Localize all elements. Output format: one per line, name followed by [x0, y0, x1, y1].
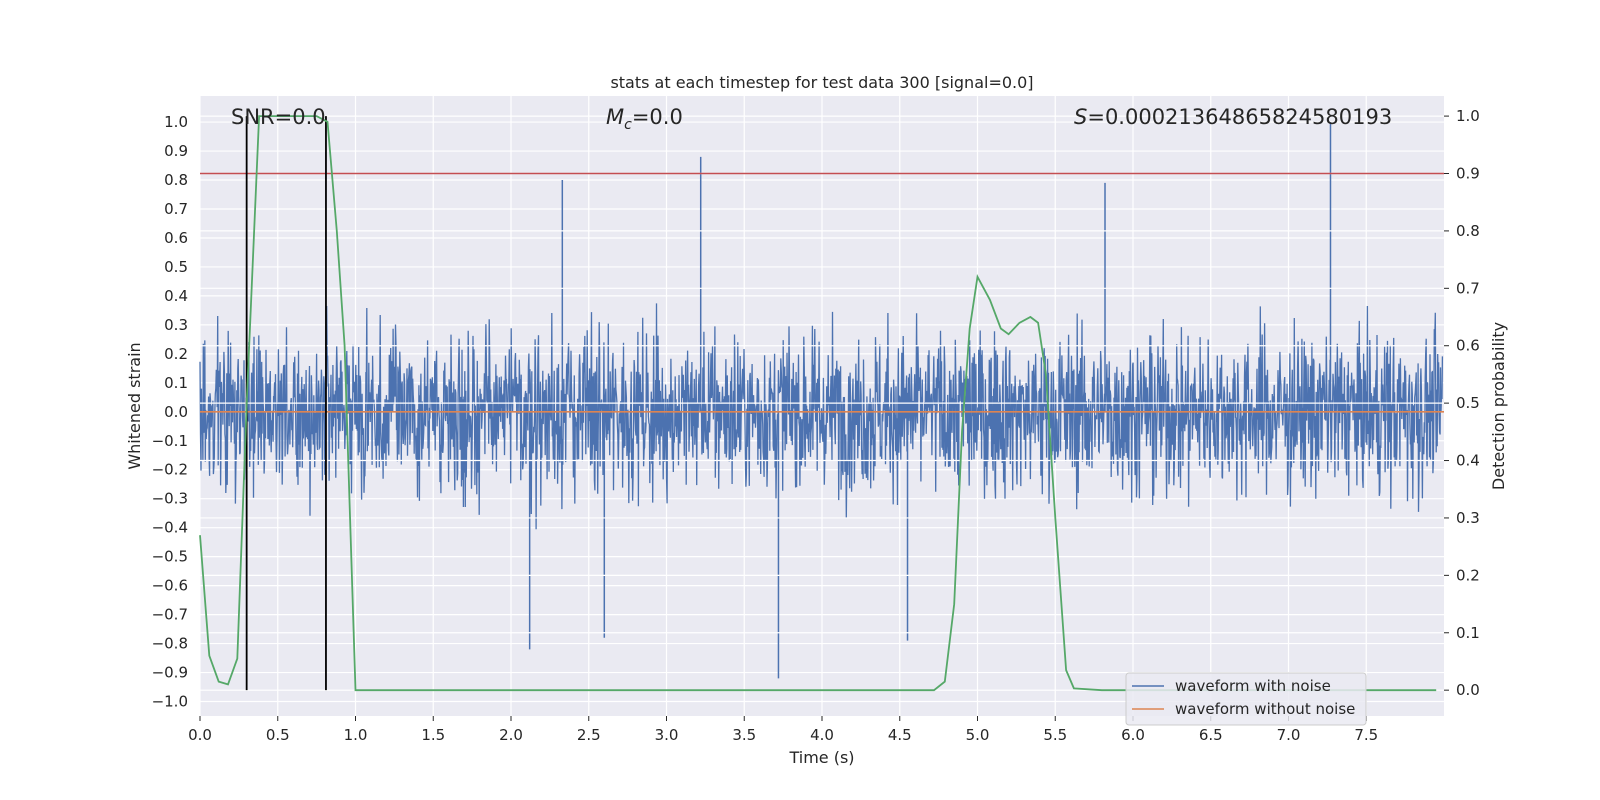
x-tick-label: 2.0 [499, 726, 523, 744]
x-tick-label: 5.5 [1043, 726, 1067, 744]
y-tick-label: 0.7 [164, 200, 188, 218]
legend-label-noisy: waveform with noise [1175, 677, 1331, 695]
y-tick-label: −0.8 [152, 635, 188, 653]
y2-axis-label: Detection probability [1489, 322, 1508, 490]
y2-tick-label: 0.9 [1456, 165, 1480, 183]
x-tick-label: 6.5 [1199, 726, 1223, 744]
x-tick-label: 3.0 [655, 726, 679, 744]
x-tick-label: 0.0 [188, 726, 212, 744]
s-statistic-value: =0.00021364865824580193 [1087, 105, 1392, 129]
noisy-waveform-series [199, 122, 1444, 679]
y-tick-label: 0.9 [164, 142, 188, 160]
s-statistic-symbol: S [1074, 105, 1087, 129]
y-tick-label: −0.6 [152, 577, 188, 595]
overlay-lines [199, 115, 1444, 692]
chirp-mass-annotation: Mc=0.0 [606, 105, 683, 133]
x-axis-label: Time (s) [788, 748, 854, 767]
y2-tick-label: 0.6 [1456, 337, 1480, 355]
y-tick-label: 0.0 [164, 403, 188, 421]
y-axis-right: 0.0 0.1 0.2 0.3 0.4 0.5 0.6 0.7 0.8 0.9 1.0 [1444, 107, 1480, 699]
legend-box [1125, 672, 1367, 726]
y-tick-label: 0.5 [164, 258, 188, 276]
legend-label-clean: waveform without noise [1175, 700, 1355, 718]
chart-title: stats at each timestep for test data 300… [610, 73, 1033, 92]
y-tick-label: −1.0 [152, 693, 188, 711]
x-tick-label: 0.5 [266, 726, 290, 744]
y2-tick-label: 0.3 [1456, 509, 1480, 527]
x-tick-label: 7.5 [1354, 726, 1378, 744]
x-tick-label: 6.0 [1121, 726, 1145, 744]
y-axis-label: Whitened strain [125, 342, 144, 469]
y-tick-label: 0.4 [164, 287, 188, 305]
x-axis: 0.0 0.5 1.0 1.5 2.0 2.5 3.0 3.5 4.0 4.5 5.0 5.5 6.0 6… [188, 716, 1378, 744]
y-tick-label: 0.2 [164, 345, 188, 363]
y2-tick-label: 0.1 [1456, 624, 1480, 642]
y2-tick-label: 0.0 [1456, 681, 1480, 699]
y2-tick-label: 0.4 [1456, 452, 1480, 470]
chirp-mass-subscript: c [624, 117, 632, 133]
x-tick-label: 4.0 [810, 726, 834, 744]
detection-probability-line [199, 115, 1437, 692]
y-tick-label: −0.2 [152, 461, 188, 479]
y-tick-label: 1.0 [164, 113, 188, 131]
snr-annotation: SNR=0.0 [231, 105, 326, 129]
s-statistic-annotation: S=0.00021364865824580193 [1074, 105, 1392, 129]
x-tick-label: 1.5 [421, 726, 445, 744]
y-tick-label: 0.8 [164, 171, 188, 189]
x-tick-label: 5.0 [966, 726, 990, 744]
y2-tick-label: 1.0 [1456, 107, 1480, 125]
y-tick-label: 0.3 [164, 316, 188, 334]
y2-tick-label: 0.5 [1456, 394, 1480, 412]
y2-tick-label: 0.7 [1456, 279, 1480, 297]
x-tick-label: 1.0 [344, 726, 368, 744]
chirp-mass-value: =0.0 [632, 105, 683, 129]
x-tick-label: 7.0 [1277, 726, 1301, 744]
y2-tick-label: 0.2 [1456, 566, 1480, 584]
y-tick-label: −0.5 [152, 548, 188, 566]
noisy-waveform-line [199, 303, 1444, 530]
x-tick-label: 4.5 [888, 726, 912, 744]
y-tick-label: 0.1 [164, 374, 188, 392]
y-tick-label: 0.6 [164, 229, 188, 247]
y2-tick-label: 0.8 [1456, 222, 1480, 240]
legend: waveform with noise waveform without noi… [1125, 672, 1367, 726]
y-tick-label: −0.7 [152, 606, 188, 624]
y-tick-label: −0.4 [152, 519, 188, 537]
y-tick-label: −0.9 [152, 664, 188, 682]
chirp-mass-symbol: M [606, 105, 624, 129]
y-tick-label: −0.1 [152, 432, 188, 450]
x-tick-label: 3.5 [732, 726, 756, 744]
y-tick-label: −0.3 [152, 490, 188, 508]
y-axis-left: −1.0 −0.9 −0.8 −0.7 −0.6 −0.5 −0.4 −0.3 −0.2 −0.1… [152, 113, 188, 710]
x-tick-label: 2.5 [577, 726, 601, 744]
